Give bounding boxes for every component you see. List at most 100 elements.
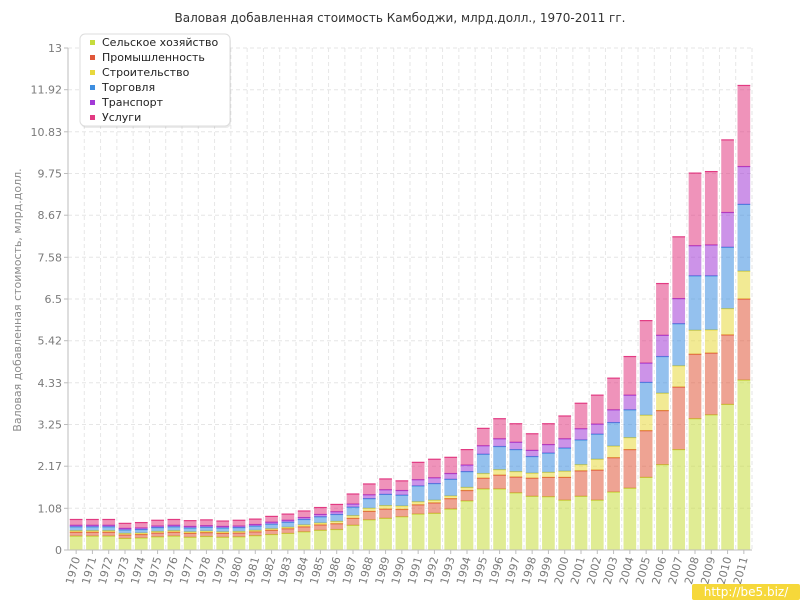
- bar-segment[interactable]: [395, 516, 409, 550]
- bar-segment[interactable]: [86, 530, 99, 533]
- legend[interactable]: Сельское хозяйство Промышленность Строител…: [79, 33, 231, 128]
- bar-segment[interactable]: [200, 525, 213, 528]
- bar-segment[interactable]: [183, 531, 197, 534]
- bar-segment[interactable]: [525, 450, 539, 457]
- bar-segment[interactable]: [183, 533, 197, 538]
- bar-segment[interactable]: [69, 532, 83, 537]
- bar-segment[interactable]: [362, 483, 376, 495]
- bar-segment[interactable]: [118, 529, 132, 534]
- bar-segment[interactable]: [721, 212, 734, 248]
- bar-segment[interactable]: [248, 530, 262, 532]
- bar-segment[interactable]: [346, 507, 360, 516]
- bar-segment[interactable]: [656, 356, 669, 394]
- bar-segment[interactable]: [607, 457, 620, 493]
- bar-segment[interactable]: [379, 518, 392, 550]
- bar-segment[interactable]: [265, 530, 278, 535]
- bar-segment[interactable]: [281, 533, 295, 550]
- bar-segment[interactable]: [151, 527, 164, 532]
- bar-segment[interactable]: [395, 505, 409, 510]
- bar-segment[interactable]: [721, 334, 734, 405]
- bar-segment[interactable]: [558, 416, 572, 439]
- bar-segment[interactable]: [737, 166, 751, 205]
- bar-segment[interactable]: [737, 271, 751, 299]
- bar-segment[interactable]: [102, 532, 116, 537]
- bar-segment[interactable]: [281, 528, 295, 534]
- bar-segment[interactable]: [183, 527, 197, 532]
- bar-segment[interactable]: [86, 532, 99, 537]
- bar-segment[interactable]: [493, 488, 506, 550]
- bar-segment[interactable]: [151, 526, 164, 528]
- bar-segment[interactable]: [476, 488, 490, 550]
- bar-segment[interactable]: [509, 423, 523, 443]
- bar-segment[interactable]: [330, 521, 344, 524]
- bar-segment[interactable]: [525, 456, 539, 474]
- bar-segment[interactable]: [265, 524, 278, 529]
- bar-segment[interactable]: [151, 533, 164, 537]
- bar-segment[interactable]: [460, 490, 474, 501]
- bar-segment[interactable]: [314, 524, 327, 531]
- bar-segment[interactable]: [721, 404, 734, 550]
- watermark-text[interactable]: http://be5.biz/: [704, 585, 789, 599]
- bar-segment[interactable]: [411, 462, 425, 480]
- bar-segment[interactable]: [134, 534, 148, 539]
- bar-segment[interactable]: [623, 437, 637, 450]
- bar-segment[interactable]: [656, 464, 669, 550]
- bar-segment[interactable]: [86, 525, 99, 527]
- bar-segment[interactable]: [118, 528, 132, 530]
- bar-segment[interactable]: [281, 514, 295, 521]
- bar-segment[interactable]: [69, 536, 83, 550]
- bar-segment[interactable]: [623, 488, 637, 550]
- bar-segment[interactable]: [248, 531, 262, 536]
- bar-segment[interactable]: [102, 525, 116, 527]
- bar-segment[interactable]: [525, 496, 539, 550]
- bar-segment[interactable]: [297, 517, 311, 520]
- bar-segment[interactable]: [737, 204, 751, 272]
- bar-segment[interactable]: [639, 320, 653, 364]
- bar-segment[interactable]: [134, 529, 148, 534]
- bar-segment[interactable]: [688, 354, 702, 419]
- legend-item[interactable]: Промышленность: [90, 51, 205, 64]
- bar-segment[interactable]: [590, 470, 604, 501]
- bar-segment[interactable]: [623, 356, 637, 396]
- bar-segment[interactable]: [379, 509, 392, 519]
- bar-segment[interactable]: [704, 244, 718, 276]
- bar-segment[interactable]: [639, 430, 653, 478]
- bar-segment[interactable]: [688, 330, 702, 355]
- bar-segment[interactable]: [216, 537, 230, 550]
- bar-segment[interactable]: [428, 477, 441, 484]
- bar-segment[interactable]: [688, 418, 702, 550]
- bar-segment[interactable]: [69, 519, 83, 526]
- bar-segment[interactable]: [216, 521, 230, 527]
- bar-segment[interactable]: [509, 477, 523, 493]
- legend-item[interactable]: Транспорт: [90, 96, 164, 109]
- bar-segment[interactable]: [704, 171, 718, 245]
- bar-segment[interactable]: [314, 507, 327, 515]
- bar-segment[interactable]: [493, 446, 506, 470]
- bar-segment[interactable]: [134, 538, 148, 550]
- bar-segment[interactable]: [607, 446, 620, 458]
- bar-segment[interactable]: [102, 536, 116, 550]
- bar-segment[interactable]: [721, 308, 734, 335]
- bar-segment[interactable]: [639, 382, 653, 416]
- bar-segment[interactable]: [265, 528, 278, 531]
- bar-segment[interactable]: [167, 525, 181, 527]
- watermark[interactable]: http://be5.biz/: [692, 584, 800, 600]
- bar-segment[interactable]: [444, 473, 458, 480]
- bar-segment[interactable]: [86, 526, 99, 531]
- bar-segment[interactable]: [265, 534, 278, 550]
- bar-segment[interactable]: [69, 530, 83, 533]
- bar-segment[interactable]: [297, 519, 311, 525]
- bar-segment[interactable]: [542, 472, 555, 478]
- bar-segment[interactable]: [395, 495, 409, 506]
- bar-segment[interactable]: [411, 501, 425, 505]
- bar-segment[interactable]: [460, 449, 474, 466]
- bar-segment[interactable]: [672, 365, 686, 388]
- bar-segment[interactable]: [379, 478, 392, 490]
- bar-segment[interactable]: [200, 532, 213, 537]
- bar-segment[interactable]: [216, 533, 230, 538]
- bar-segment[interactable]: [590, 500, 604, 550]
- bar-segment[interactable]: [639, 363, 653, 383]
- bar-segment[interactable]: [737, 380, 751, 550]
- bar-segment[interactable]: [721, 139, 734, 213]
- bar-segment[interactable]: [216, 531, 230, 534]
